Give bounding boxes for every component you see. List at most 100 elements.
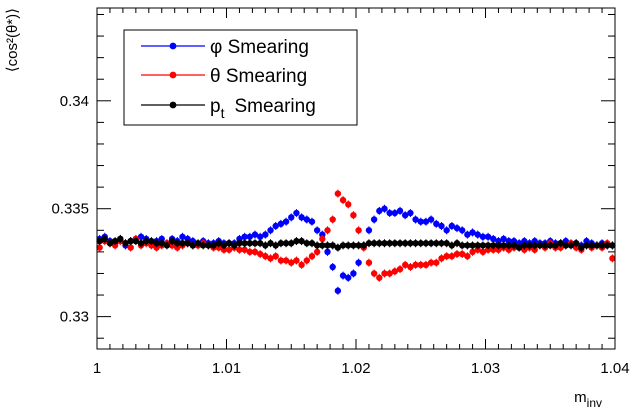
data-point <box>215 240 222 247</box>
legend-label-rest: Smearing <box>234 96 315 117</box>
data-point <box>143 237 150 245</box>
data-point <box>407 263 414 271</box>
data-point <box>246 233 254 240</box>
x-tick-label: 1.04 <box>600 360 629 377</box>
data-point <box>417 261 424 269</box>
x-axis-title-main: m <box>574 389 587 406</box>
data-point <box>282 257 290 264</box>
data-point <box>417 218 424 225</box>
data-point <box>324 227 331 234</box>
data-point <box>412 261 419 269</box>
data-point <box>438 240 445 247</box>
y-tick-label: 0.33 <box>60 309 89 326</box>
data-point <box>438 255 445 262</box>
data-point <box>510 242 518 249</box>
data-point <box>267 255 274 262</box>
data-point <box>386 270 393 277</box>
data-point <box>148 237 155 245</box>
data-point <box>386 209 393 217</box>
data-point <box>448 252 456 260</box>
data-point <box>355 242 362 249</box>
data-point <box>272 242 279 249</box>
data-point <box>303 216 310 223</box>
data-point <box>567 242 575 249</box>
data-point <box>500 235 507 243</box>
data-point <box>308 218 316 225</box>
series-000000 <box>96 234 616 252</box>
data-point <box>443 227 450 234</box>
data-point <box>184 240 191 247</box>
data-point <box>225 240 233 247</box>
data-point <box>324 242 331 249</box>
data-point <box>282 218 290 225</box>
x-tick-label: 1.01 <box>212 360 241 377</box>
data-point <box>402 240 409 247</box>
data-point <box>365 240 373 247</box>
data-point <box>350 242 357 249</box>
data-point <box>272 222 279 230</box>
y-axis-title: ⟨cos²(θ*)⟩ <box>4 8 21 72</box>
data-point <box>303 240 310 247</box>
data-point <box>288 240 295 247</box>
y-tick-label: 0.34 <box>60 93 89 110</box>
data-point <box>598 242 606 249</box>
data-point <box>422 218 430 225</box>
data-point <box>458 250 466 258</box>
data-point <box>438 222 445 230</box>
legend-label: θ Smearing <box>210 66 307 87</box>
data-point <box>153 240 160 247</box>
data-point <box>412 216 419 223</box>
data-point <box>220 242 228 249</box>
data-point <box>541 242 549 249</box>
data-point <box>422 240 430 247</box>
data-point <box>174 240 181 247</box>
data-point <box>453 250 461 258</box>
legend-label: φ Smearing <box>210 37 309 58</box>
data-point <box>137 240 145 247</box>
data-point <box>101 235 108 243</box>
legend-label-sub: t <box>221 105 225 121</box>
data-point <box>402 261 409 269</box>
data-point <box>241 246 248 253</box>
data-point <box>464 231 471 238</box>
data-point <box>464 252 471 260</box>
data-point <box>293 237 300 245</box>
data-point <box>484 242 492 249</box>
data-point <box>552 242 559 249</box>
data-point <box>158 240 165 247</box>
legend-marker <box>169 71 177 79</box>
data-point <box>329 242 336 249</box>
data-point <box>381 240 388 247</box>
data-point <box>303 257 310 264</box>
data-point <box>458 242 466 249</box>
data-point <box>412 240 419 247</box>
data-point <box>469 242 476 249</box>
data-point <box>458 227 466 234</box>
data-point <box>262 231 269 238</box>
data-point <box>505 242 513 249</box>
data-point <box>422 261 430 269</box>
data-point <box>194 240 202 247</box>
data-point <box>350 270 357 277</box>
data-point <box>469 248 476 256</box>
data-point <box>593 242 601 249</box>
data-point <box>562 242 569 249</box>
data-point <box>329 216 336 223</box>
data-point <box>407 240 414 247</box>
data-point <box>365 259 373 266</box>
data-point <box>267 227 274 234</box>
data-point <box>396 265 404 273</box>
data-point <box>391 209 399 217</box>
data-point <box>246 240 254 247</box>
data-point <box>345 201 352 208</box>
data-point <box>376 240 383 247</box>
data-point <box>256 233 264 240</box>
data-point <box>417 240 424 247</box>
data-point <box>609 255 616 262</box>
data-point <box>262 242 269 249</box>
data-point <box>490 235 497 243</box>
data-point <box>236 246 243 253</box>
data-point <box>391 240 399 247</box>
data-point <box>339 272 347 279</box>
data-point <box>225 246 233 253</box>
